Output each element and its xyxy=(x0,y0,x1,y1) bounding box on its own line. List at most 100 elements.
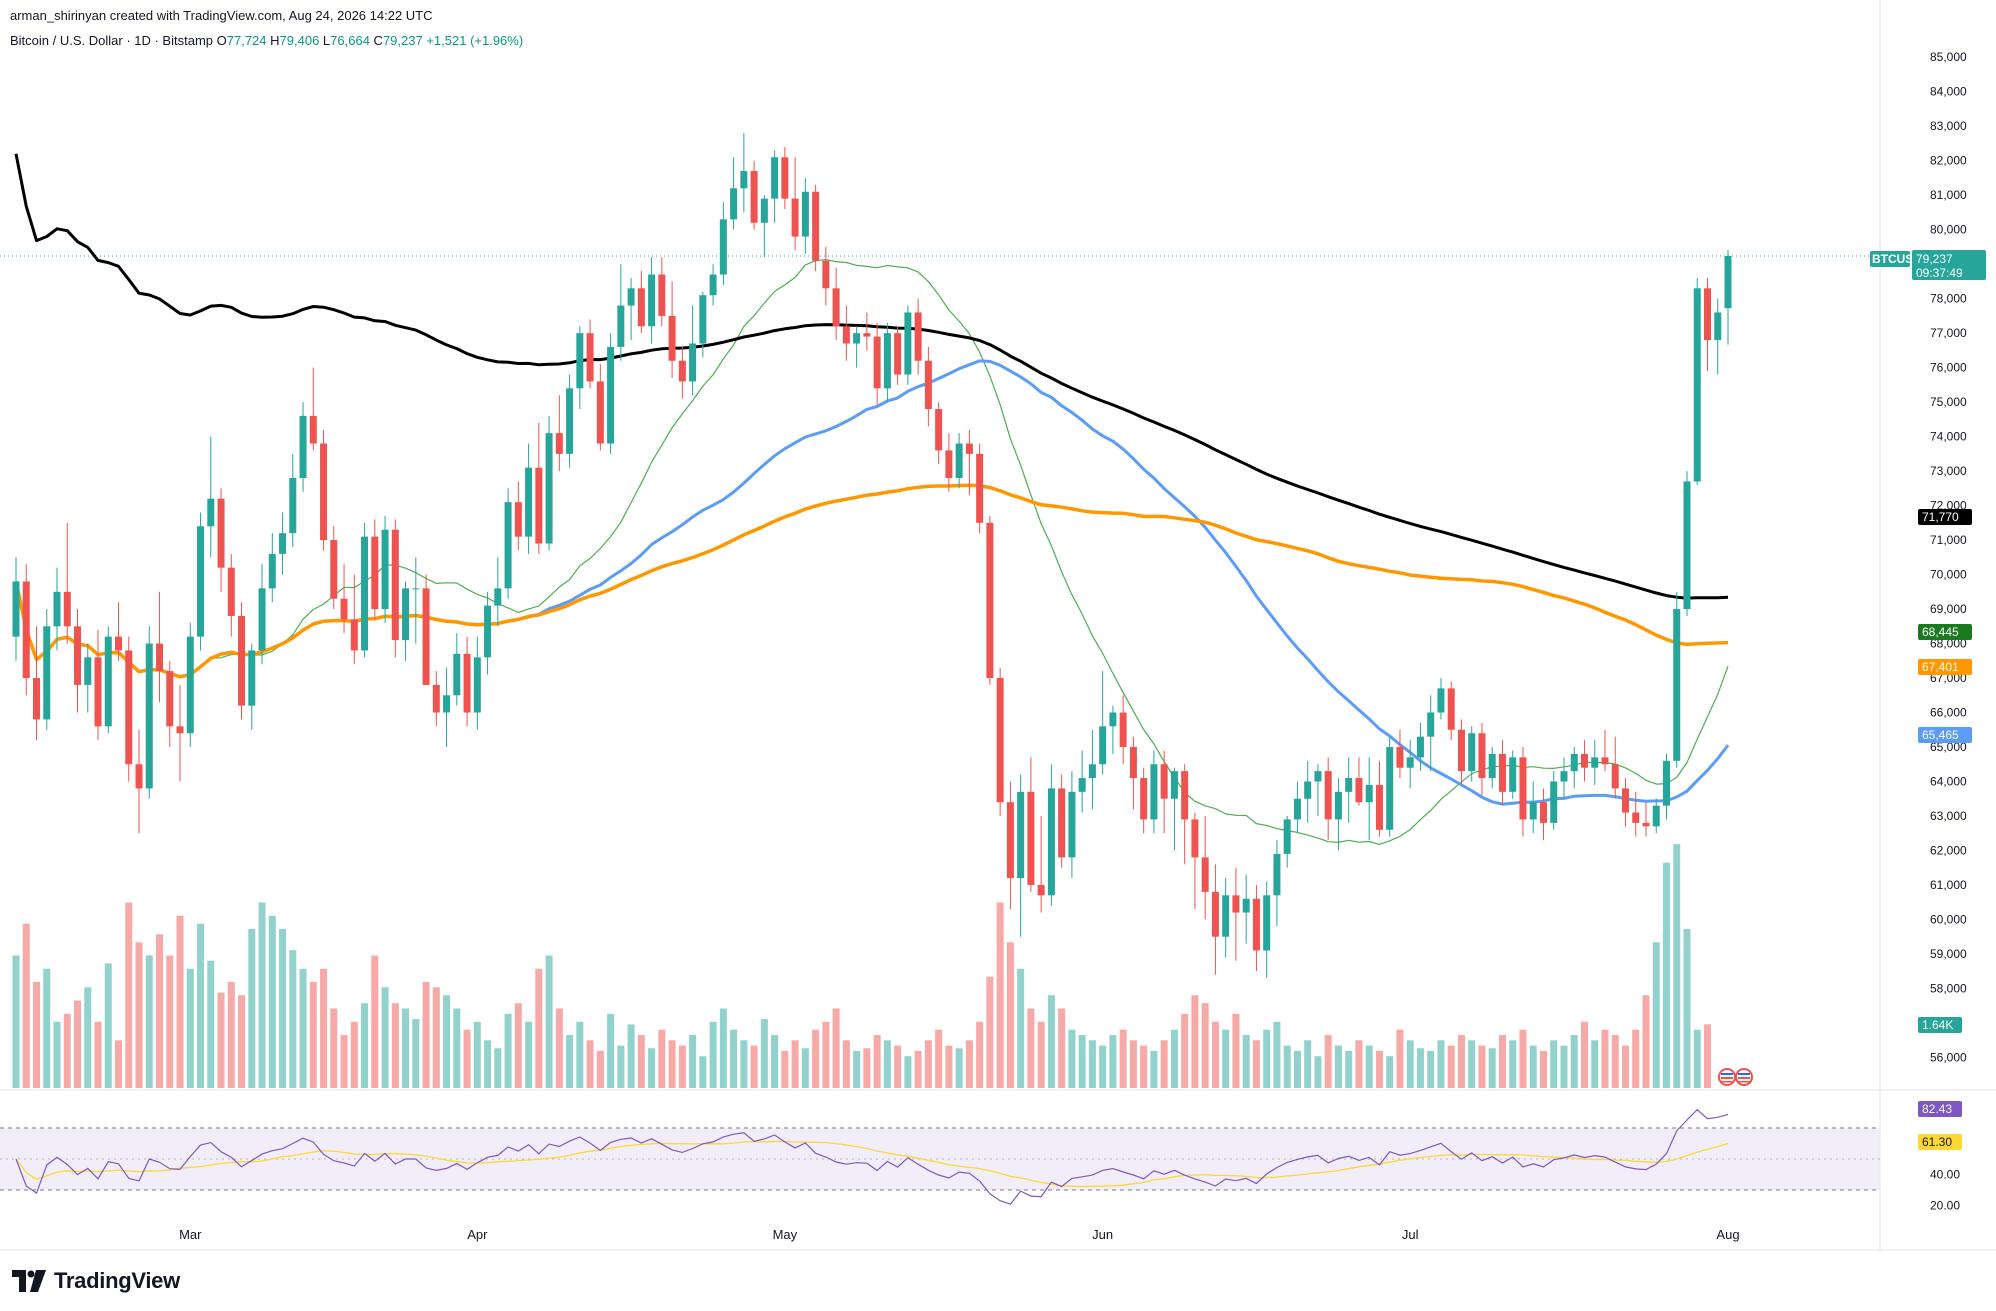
volume-bar xyxy=(125,902,133,1088)
volume-bar xyxy=(1017,968,1025,1088)
candle-body xyxy=(74,626,82,685)
volume-bar xyxy=(1109,1035,1117,1088)
volume-bar xyxy=(473,1021,481,1088)
volume-bar xyxy=(1488,1048,1496,1088)
volume-bar xyxy=(924,1040,932,1088)
price-tick-label: 76,000 xyxy=(1930,361,1967,375)
volume-bar xyxy=(12,955,20,1088)
candle-body xyxy=(1519,757,1527,820)
volume-bar xyxy=(1345,1050,1353,1088)
candle-body xyxy=(1642,822,1650,827)
time-tick-label: Jun xyxy=(1092,1227,1113,1242)
volume-bar xyxy=(545,955,553,1088)
volume-bar xyxy=(1550,1040,1558,1088)
candle-body xyxy=(330,540,338,599)
volume-bar xyxy=(1416,1048,1424,1088)
volume-bar xyxy=(1314,1056,1322,1088)
candle-body xyxy=(145,643,153,789)
candle-body xyxy=(350,619,358,651)
price-tick-label: 81,000 xyxy=(1930,188,1967,202)
volume-bar xyxy=(1396,1029,1404,1088)
symbol-price-badge: BTCUSD 79,237 09:37:49 xyxy=(1870,250,1986,280)
candlesticks[interactable] xyxy=(12,133,1732,979)
candle-body xyxy=(586,333,594,382)
tradingview-brand[interactable]: TradingView xyxy=(12,1268,180,1294)
badge-ma-black: 71,770 xyxy=(1922,510,1959,524)
volume-bar xyxy=(104,963,112,1088)
volume-bar xyxy=(43,968,51,1088)
candle-body xyxy=(555,433,563,454)
brand-name: TradingView xyxy=(54,1268,180,1293)
price-tick-label: 64,000 xyxy=(1930,775,1967,789)
volume-bar xyxy=(1263,1029,1271,1088)
volume-bar xyxy=(1375,1050,1383,1088)
price-tick-label: 63,000 xyxy=(1930,809,1967,823)
candle-body xyxy=(1324,771,1332,820)
candle-body xyxy=(1437,688,1445,713)
volume-bar xyxy=(719,1008,727,1088)
volume-bar xyxy=(1160,1040,1168,1088)
candle-body xyxy=(1416,736,1424,758)
volume-bar xyxy=(842,1040,850,1088)
candle-body xyxy=(709,274,717,296)
candle-body xyxy=(1365,784,1373,803)
volume-bar xyxy=(207,960,215,1088)
volume-bar xyxy=(217,992,225,1088)
candle-body xyxy=(340,598,348,620)
time-tick-label: May xyxy=(773,1227,798,1242)
rsi-tick-label: 40.00 xyxy=(1930,1168,1960,1182)
candle-body xyxy=(1714,312,1722,341)
price-tick-label: 83,000 xyxy=(1930,119,1967,133)
volume-bar xyxy=(873,1035,881,1088)
volume-bar xyxy=(1191,995,1199,1088)
volume-bar xyxy=(596,1050,604,1088)
ma-green-line xyxy=(15,259,1729,845)
candle-body xyxy=(1058,788,1066,858)
volume-bar xyxy=(186,968,194,1088)
candle-body xyxy=(12,581,20,637)
candle-body xyxy=(1191,819,1199,858)
candle-body xyxy=(1488,753,1496,779)
price-axis[interactable]: 85,000 84,000 83,000 82,000 81,000 80,000 78,0… xyxy=(1930,50,1967,1064)
candle-body xyxy=(1334,791,1342,820)
candle-body xyxy=(822,260,830,289)
candle-body xyxy=(924,360,932,410)
candle-body xyxy=(668,315,676,361)
volume-bar xyxy=(894,1045,902,1088)
candle-body xyxy=(238,615,246,706)
volume-bar xyxy=(1273,1021,1281,1088)
candle-body xyxy=(422,588,430,685)
candle-body xyxy=(33,678,41,720)
candle-body xyxy=(1396,747,1404,768)
volume-bar xyxy=(1468,1040,1476,1088)
badge-rsi-ma: 61.30 xyxy=(1922,1135,1952,1149)
legend-open: O77,724 xyxy=(216,33,267,48)
volume-bar xyxy=(1580,1021,1588,1088)
volume-bar xyxy=(1457,1035,1465,1088)
volume-bar xyxy=(1242,1035,1250,1088)
candle-body xyxy=(1017,791,1025,879)
candle-body xyxy=(1099,726,1107,765)
volume-bar xyxy=(986,976,994,1088)
candle-body xyxy=(842,326,850,344)
candle-body xyxy=(125,650,133,765)
time-axis[interactable]: MarAprMayJunJulAugSep xyxy=(179,1227,1996,1242)
candle-body xyxy=(176,726,184,734)
candle-body xyxy=(443,695,451,713)
badge-ma-blue: 65,465 xyxy=(1922,728,1959,742)
volume-bar xyxy=(22,923,30,1088)
us-flag-icon[interactable] xyxy=(1735,1068,1753,1086)
price-tick-label: 61,000 xyxy=(1930,878,1967,892)
volume-bar xyxy=(689,1035,697,1088)
volume-bar xyxy=(504,1013,512,1088)
volume-bar xyxy=(453,1008,461,1088)
time-tick-label: Mar xyxy=(179,1227,202,1242)
candle-body xyxy=(1201,857,1209,892)
moving-averages xyxy=(14,153,1730,845)
candle-body xyxy=(863,333,871,337)
candle-body xyxy=(1560,771,1568,782)
us-flag-icon[interactable] xyxy=(1718,1068,1736,1086)
candle-body xyxy=(1601,757,1609,765)
volume-bar xyxy=(1058,1008,1066,1088)
